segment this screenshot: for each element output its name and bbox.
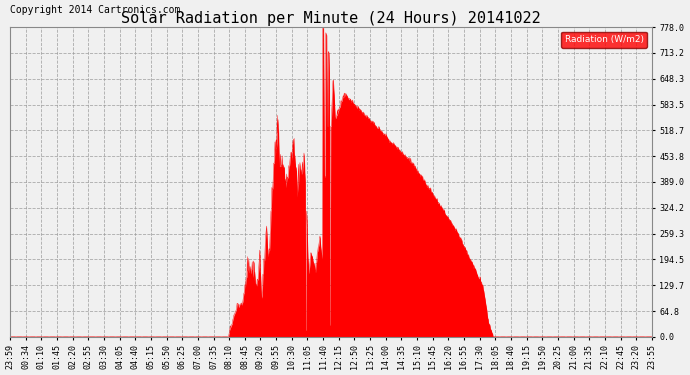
Text: Copyright 2014 Cartronics.com: Copyright 2014 Cartronics.com [10, 5, 180, 15]
Legend: Radiation (W/m2): Radiation (W/m2) [561, 32, 647, 48]
Title: Solar Radiation per Minute (24 Hours) 20141022: Solar Radiation per Minute (24 Hours) 20… [121, 11, 541, 26]
